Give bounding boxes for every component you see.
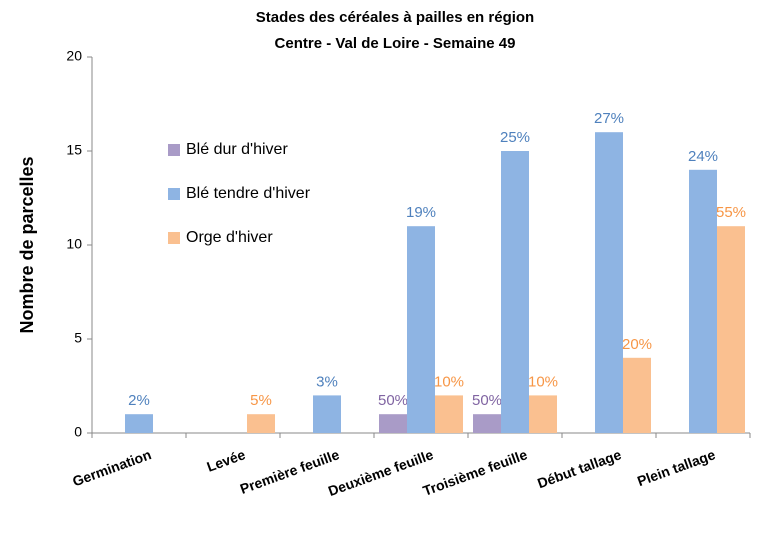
data-label: 25% [500,129,530,146]
x-tick-label: Deuxième feuille [326,446,435,499]
y-tick-label: 10 [66,236,82,252]
data-label: 3% [316,373,338,390]
data-label: 55% [716,204,746,221]
data-label: 19% [406,204,436,221]
data-label: 50% [378,392,408,409]
bar [407,226,435,433]
bar [595,132,623,433]
y-axis-label: Nombre de parcelles [17,156,37,333]
bar [125,414,153,433]
x-tick-label: Germination [70,446,153,489]
x-tick-label: Troisième feuille [421,446,530,499]
bar [689,169,717,434]
legend-label: Orge d'hiver [186,229,273,246]
x-tick-label: Début tallage [535,446,623,491]
data-label: 20% [622,336,652,353]
y-tick-label: 0 [74,424,82,440]
bar [379,414,407,433]
legend-swatch [168,188,180,200]
bar [717,226,745,433]
data-label: 10% [528,373,558,390]
bar [501,151,529,433]
x-tick-label: Plein tallage [635,446,717,489]
y-tick-label: 5 [74,330,82,346]
data-label: 50% [472,392,502,409]
bar [435,395,463,433]
data-label: 2% [128,392,150,409]
legend-label: Blé dur d'hiver [186,141,288,158]
data-label: 24% [688,148,718,165]
chart-title: Stades des céréales à pailles en région [256,9,534,26]
data-label: 5% [250,392,272,409]
x-tick-label: Première feuille [238,446,342,497]
x-tick-label: Levée [205,446,248,475]
bar [623,357,651,433]
legend-swatch [168,232,180,244]
bar [313,395,341,433]
data-label: 10% [434,373,464,390]
bar [247,414,275,433]
y-tick-label: 20 [66,48,82,64]
bar [473,414,501,433]
data-label: 27% [594,110,624,127]
y-tick-label: 15 [66,142,82,158]
legend-swatch [168,144,180,156]
bar [529,395,557,433]
chart-title: Centre - Val de Loire - Semaine 49 [275,35,516,52]
legend-label: Blé tendre d'hiver [186,185,311,202]
